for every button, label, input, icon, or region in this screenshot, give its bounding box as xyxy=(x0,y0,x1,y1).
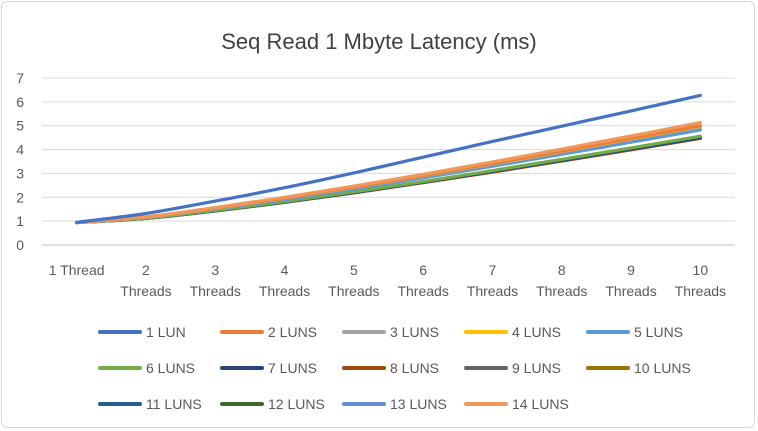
legend-item: 4 LUNS xyxy=(464,324,561,340)
legend-item: 9 LUNS xyxy=(464,360,561,376)
x-tick-label: 8 Threads xyxy=(536,262,587,299)
y-tick-label: 2 xyxy=(16,189,24,205)
legend-label: 7 LUNS xyxy=(268,360,317,376)
x-tick-label: 1 Thread xyxy=(49,262,105,278)
x-tick-label: 6 Threads xyxy=(397,262,448,299)
legend-item: 3 LUNS xyxy=(342,324,439,340)
y-tick-label: 6 xyxy=(16,94,24,110)
y-tick-label: 4 xyxy=(16,142,24,158)
x-tick-label: 2 Threads xyxy=(120,262,171,299)
legend-label: 4 LUNS xyxy=(512,324,561,340)
x-axis-ticks: 1 Thread 2 Threads 3 Threads 4 Threads 5 Threads… xyxy=(49,262,726,299)
legend-item: 6 LUNS xyxy=(98,360,195,376)
x-tick-label: 9 Threads xyxy=(605,262,656,299)
legend-label: 6 LUNS xyxy=(146,360,195,376)
x-tick-label: 10 Threads xyxy=(675,262,726,299)
x-tick-label: 4 Threads xyxy=(259,262,310,299)
legend-item: 8 LUNS xyxy=(342,360,439,376)
series-lines xyxy=(75,93,702,225)
legend-item: 1 LUN xyxy=(98,324,186,340)
x-tick-label: 7 Threads xyxy=(467,262,518,299)
legend-item: 13 LUNS xyxy=(342,396,447,412)
legend: 1 LUN 2 LUNS 3 LUNS 4 LUNS 5 LUNS 6 LUNS 7 LUN… xyxy=(98,324,691,412)
legend-item: 10 LUNS xyxy=(586,360,691,376)
legend-label: 3 LUNS xyxy=(390,324,439,340)
series-line-14 xyxy=(75,121,702,224)
legend-label: 14 LUNS xyxy=(512,396,569,412)
legend-item: 2 LUNS xyxy=(220,324,317,340)
y-tick-label: 7 xyxy=(16,70,24,86)
legend-label: 9 LUNS xyxy=(512,360,561,376)
y-axis-ticks: 0 1 2 3 4 5 6 7 xyxy=(16,70,24,253)
legend-item: 14 LUNS xyxy=(464,396,569,412)
chart-title: Seq Read 1 Mbyte Latency (ms) xyxy=(221,29,536,54)
x-tick-label: 3 Threads xyxy=(190,262,241,299)
legend-label: 10 LUNS xyxy=(634,360,691,376)
legend-item: 5 LUNS xyxy=(586,324,683,340)
legend-label: 8 LUNS xyxy=(390,360,439,376)
legend-label: 13 LUNS xyxy=(390,396,447,412)
legend-label: 12 LUNS xyxy=(268,396,325,412)
x-tick-label: 5 Threads xyxy=(328,262,379,299)
legend-label: 11 LUNS xyxy=(146,396,202,412)
legend-item: 7 LUNS xyxy=(220,360,317,376)
y-tick-label: 3 xyxy=(16,165,24,181)
legend-item: 12 LUNS xyxy=(220,396,325,412)
legend-label: 1 LUN xyxy=(146,324,186,340)
series-line-1 xyxy=(75,93,702,224)
legend-item: 11 LUNS xyxy=(98,396,202,412)
y-tick-label: 5 xyxy=(16,118,24,134)
legend-label: 5 LUNS xyxy=(634,324,683,340)
y-tick-label: 0 xyxy=(16,237,24,253)
y-tick-label: 1 xyxy=(16,213,24,229)
gridlines xyxy=(42,77,735,246)
legend-label: 2 LUNS xyxy=(268,324,317,340)
